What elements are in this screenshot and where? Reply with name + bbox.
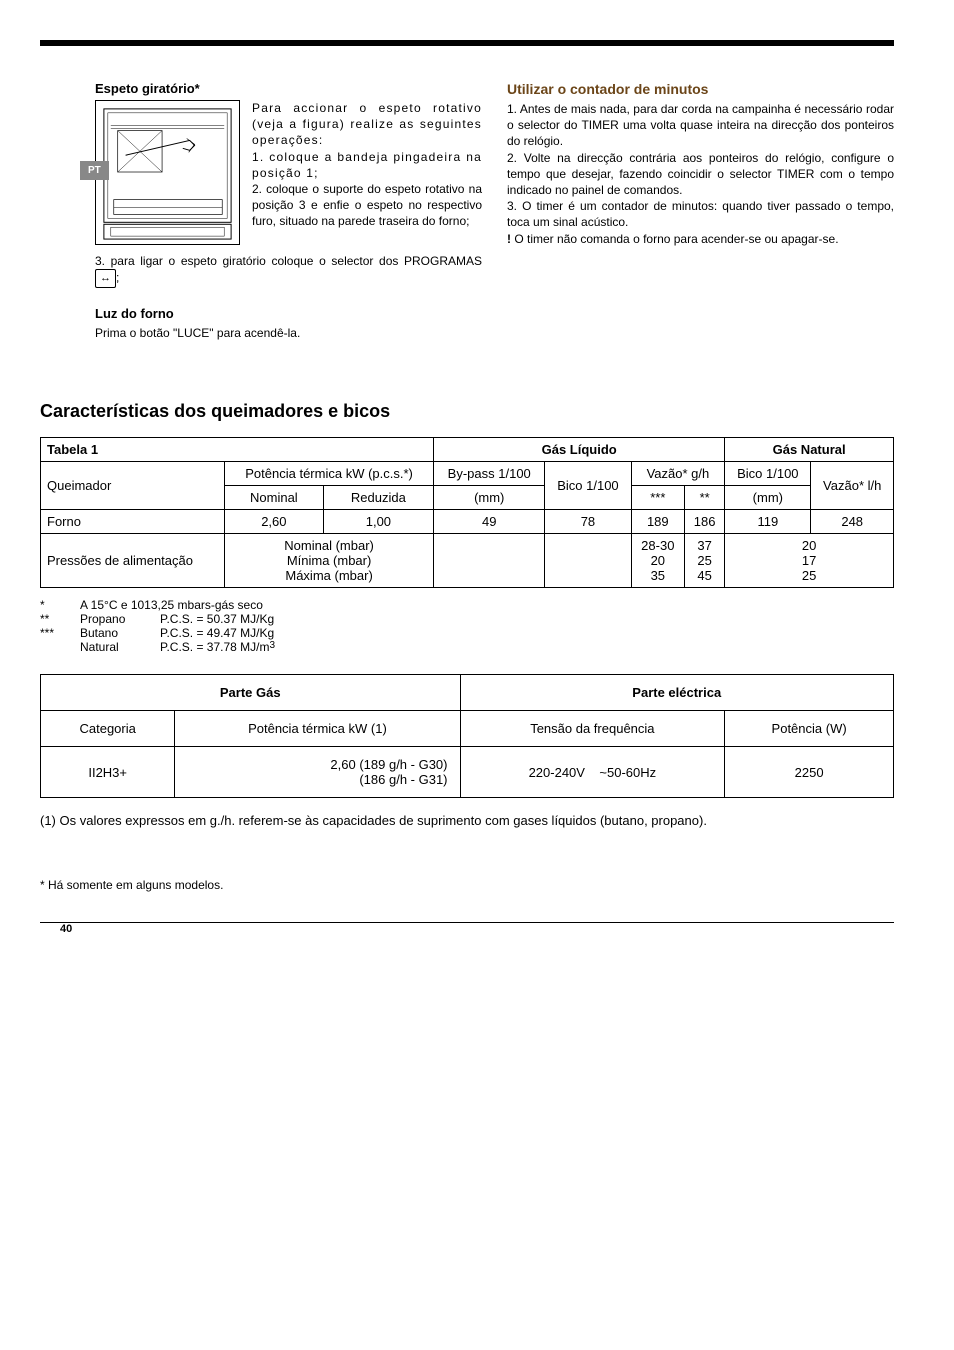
- footnotes: *A 15°C e 1013,25 mbars-gás seco **Propa…: [40, 598, 894, 654]
- cell-s2: 186: [685, 510, 725, 534]
- page-number: 40: [40, 923, 894, 935]
- cell-pw: 2250: [725, 747, 894, 798]
- espeto-step2: 2. coloque o suporte do espeto rotativo …: [252, 181, 482, 230]
- th-mm1: (mm): [434, 486, 545, 510]
- th-gas-liquido: Gás Líquido: [434, 438, 725, 462]
- table-caption: Tabela 1: [41, 438, 434, 462]
- contador-p1: 1. Antes de mais nada, para dar corda na…: [507, 101, 894, 150]
- th-bypass: By-pass 1/100: [434, 462, 545, 486]
- program-icon: ↔: [95, 269, 116, 288]
- espeto-step1: 1. coloque a bandeja pingadeira na posiç…: [252, 149, 482, 181]
- cell-empty1: [434, 534, 545, 588]
- contador-p3: 3. O timer é um contador de minutos: qua…: [507, 198, 894, 230]
- cell-nom: 2,60: [225, 510, 324, 534]
- note-1: (1) Os valores expressos em g./h. refere…: [40, 813, 894, 828]
- th-pot-kw: Potência térmica kW (1): [175, 711, 460, 747]
- th-potencia: Potência térmica kW (p.c.s.*): [225, 462, 434, 486]
- th-reduzida: Reduzida: [323, 486, 433, 510]
- cell-bico2: 119: [725, 510, 811, 534]
- th-queimador: Queimador: [41, 462, 225, 510]
- espeto-intro: Para accionar o espeto rotativo (veja a …: [252, 100, 482, 149]
- row-press: Pressões de alimentação: [41, 534, 225, 588]
- cell-pgl-b: 37 25 45: [685, 534, 725, 588]
- contador-p2: 2. Volte na direcção contrária aos ponte…: [507, 150, 894, 199]
- contador-p4: ! O timer não comanda o forno para acend…: [507, 231, 894, 247]
- th-vazao-lh: Vazão* l/h: [811, 462, 894, 510]
- th-parte-elec: Parte eléctrica: [460, 675, 894, 711]
- header-rule: [40, 40, 894, 46]
- th-mm2: (mm): [725, 486, 811, 510]
- th-vazao-gh: Vazão* g/h: [631, 462, 725, 486]
- note-2: * Há somente em alguns modelos.: [40, 878, 894, 892]
- cell-pot: 2,60 (189 g/h - G30)(186 g/h - G31): [175, 747, 460, 798]
- luz-title: Luz do forno: [95, 306, 482, 321]
- burner-table: Tabela 1 Gás Líquido Gás Natural Queimad…: [40, 437, 894, 588]
- th-tensao: Tensão da frequência: [460, 711, 725, 747]
- th-stars2: **: [685, 486, 725, 510]
- language-tag: PT: [80, 161, 109, 180]
- spec-table: Parte Gás Parte eléctrica Categoria Potê…: [40, 674, 894, 798]
- luz-text: Prima o botão "LUCE" para acendê-la.: [95, 325, 482, 341]
- cell-cat: II2H3+: [41, 747, 175, 798]
- th-stars3: ***: [631, 486, 685, 510]
- espeto-title: Espeto giratório*: [95, 81, 482, 96]
- th-categoria: Categoria: [41, 711, 175, 747]
- cell-pgl-a: 28-30 20 35: [631, 534, 685, 588]
- th-bico: Bico 1/100: [545, 462, 631, 510]
- contador-title: Utilizar o contador de minutos: [507, 81, 894, 97]
- cell-tf: 220-240V ~50-60Hz: [460, 747, 725, 798]
- cell-mbar: Nominal (mbar) Mínima (mbar) Máxima (mba…: [225, 534, 434, 588]
- espeto-diagram: [95, 100, 240, 245]
- th-gas-natural: Gás Natural: [725, 438, 894, 462]
- espeto-step3: 3. para ligar o espeto giratório coloque…: [95, 253, 482, 288]
- cell-pgn: 20 17 25: [725, 534, 894, 588]
- cell-s3: 189: [631, 510, 685, 534]
- th-parte-gas: Parte Gás: [41, 675, 461, 711]
- th-pot-w: Potência (W): [725, 711, 894, 747]
- cell-red: 1,00: [323, 510, 433, 534]
- cell-bp: 49: [434, 510, 545, 534]
- cell-empty2: [545, 534, 631, 588]
- th-bico2: Bico 1/100: [725, 462, 811, 486]
- row-forno: Forno: [41, 510, 225, 534]
- cell-bico: 78: [545, 510, 631, 534]
- cell-lh: 248: [811, 510, 894, 534]
- characteristics-heading: Características dos queimadores e bicos: [40, 401, 894, 422]
- th-nominal: Nominal: [225, 486, 324, 510]
